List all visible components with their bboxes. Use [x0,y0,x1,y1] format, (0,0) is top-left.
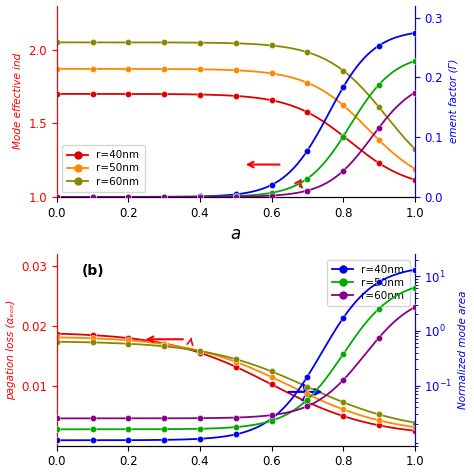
Legend: r=40nm, r=50nm, r=60nm: r=40nm, r=50nm, r=60nm [327,260,410,306]
Y-axis label: Mode effective ind: Mode effective ind [13,53,23,149]
Y-axis label: pagation loss (αₑₒₒ): pagation loss (αₑₒₒ) [6,300,16,400]
Legend: r=40nm, r=50nm, r=60nm: r=40nm, r=50nm, r=60nm [62,145,145,192]
Text: (b): (b) [82,264,104,278]
Y-axis label: ement factor (Γ): ement factor (Γ) [448,59,459,144]
X-axis label: $\mathit{a}$: $\mathit{a}$ [230,225,241,243]
Y-axis label: Normalized mode area: Normalized mode area [458,291,468,409]
